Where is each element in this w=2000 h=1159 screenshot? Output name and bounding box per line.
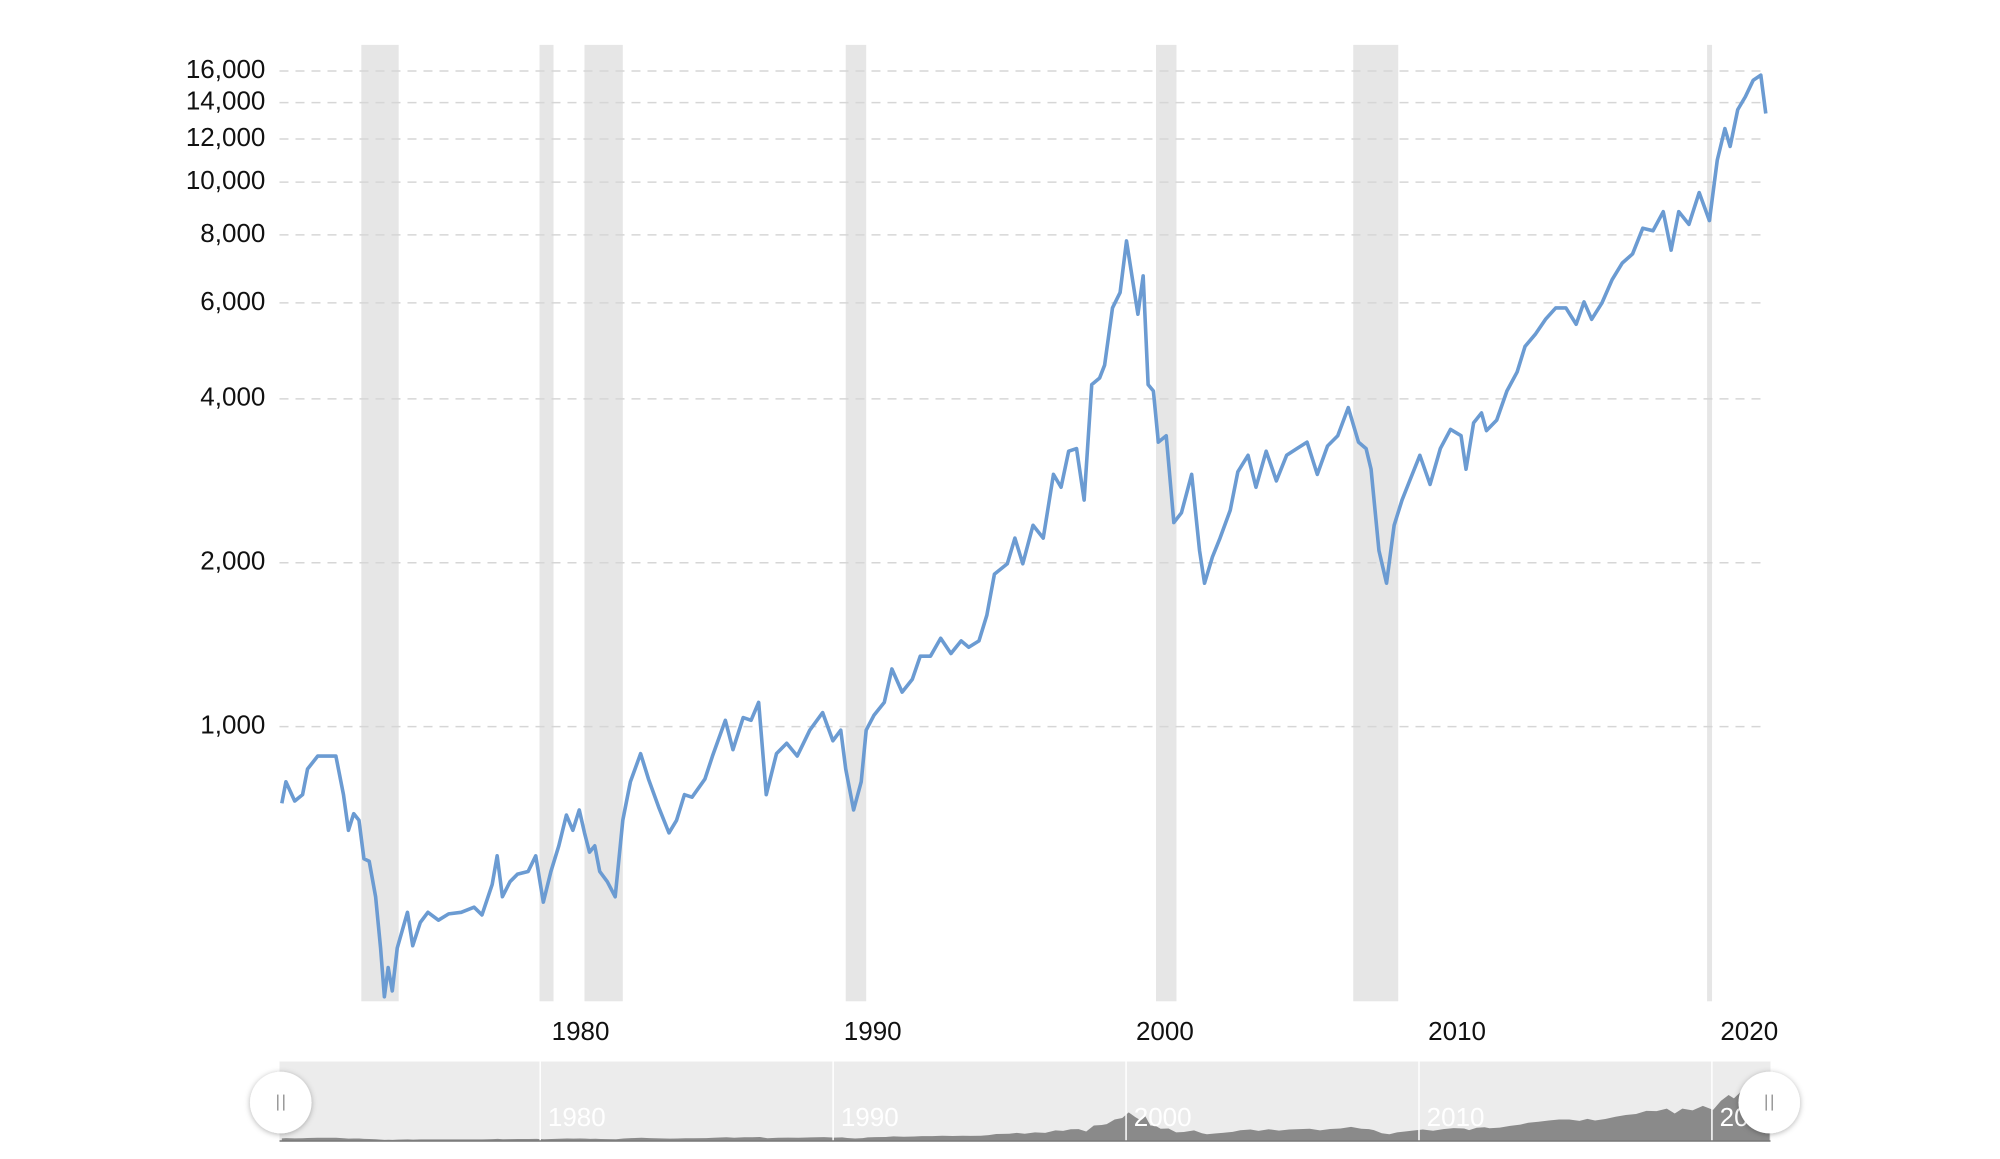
shaded-range: [539, 44, 554, 1002]
handle-circle: [250, 1071, 312, 1134]
y-tick-label: 14,000: [186, 85, 266, 115]
handle-circle: [1738, 1071, 1800, 1134]
x-tick-label: 2020: [1720, 1016, 1778, 1046]
y-tick-label: 1,000: [200, 709, 265, 739]
shaded-range: [584, 44, 623, 1002]
x-tick-label: 1990: [844, 1016, 902, 1046]
y-tick-label: 10,000: [186, 165, 266, 195]
x-tick-label: 2000: [1136, 1016, 1194, 1046]
navigator-tick-label: 1990: [841, 1102, 899, 1132]
y-tick-label: 16,000: [186, 54, 266, 84]
shaded-range: [845, 44, 867, 1002]
navigator-area: [281, 1083, 1770, 1142]
x-tick-label: 1980: [552, 1016, 610, 1046]
navigator-tick-label: 2010: [1427, 1102, 1485, 1132]
shaded-range: [1156, 44, 1177, 1002]
y-tick-label: 6,000: [200, 286, 265, 316]
navigator-tick-label: 1980: [548, 1102, 606, 1132]
navigator-handle[interactable]: [250, 1071, 312, 1134]
shaded-range: [361, 44, 399, 1002]
y-tick-label: 4,000: [200, 382, 265, 412]
y-tick-label: 8,000: [200, 218, 265, 248]
y-tick-label: 12,000: [186, 122, 266, 152]
navigator-handle[interactable]: [1738, 1071, 1800, 1134]
x-tick-label: 2010: [1428, 1016, 1486, 1046]
data-line: [280, 73, 1768, 999]
y-tick-label: 2,000: [200, 546, 265, 576]
navigator-tick-label: 2000: [1134, 1102, 1192, 1132]
shaded-range: [1707, 44, 1713, 1002]
